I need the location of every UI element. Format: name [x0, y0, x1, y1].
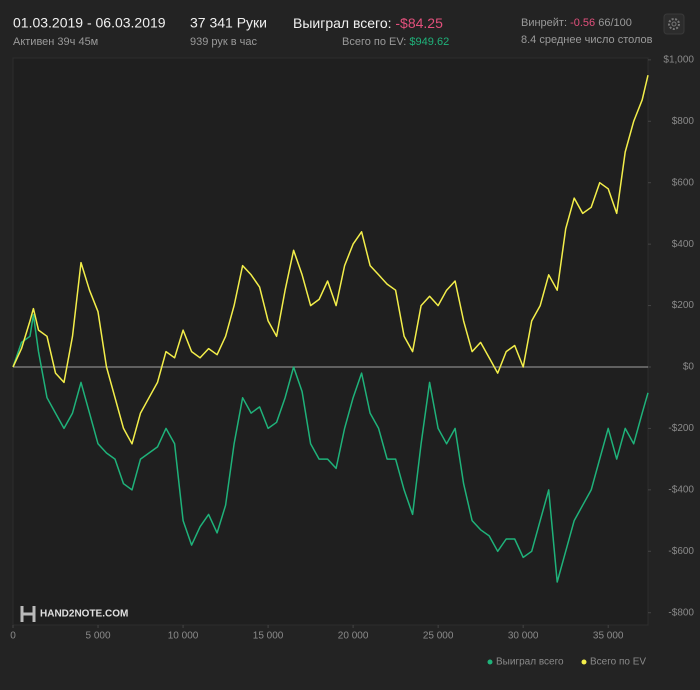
settings-button[interactable] [663, 13, 685, 35]
winrate: Винрейт: -0.56 66/100 [521, 17, 632, 29]
x-tick-label: 30 000 [508, 631, 539, 642]
x-tick-label: 20 000 [338, 631, 369, 642]
winrate-base: 66/100 [598, 17, 632, 29]
won-total: Выиграл всего: -$84.25 [293, 15, 443, 31]
settings-box[interactable] [663, 13, 685, 35]
chart: $1,000 $800 $600 $400 $200 $0 -$200 -$400 -$600 -… [10, 54, 694, 667]
ev-value: $949.62 [409, 36, 449, 48]
y-tick-label: -$600 [668, 546, 694, 557]
won-label: Выиграл всего: [293, 15, 392, 31]
gear-icon[interactable] [668, 18, 680, 30]
y-tick-label: -$400 [668, 484, 694, 495]
legend-marker [487, 659, 493, 665]
y-tick-label: $200 [672, 300, 695, 311]
hands-rate: 939 рук в час [190, 36, 258, 48]
logo: HAND2NOTE.COM [20, 606, 128, 622]
hands-count: 37 341 Руки [190, 15, 267, 31]
logo-text: HAND2NOTE.COM [40, 609, 128, 620]
x-tick-label: 25 000 [423, 631, 454, 642]
legend-marker [581, 659, 587, 665]
x-tick-label: 0 [10, 631, 16, 642]
active-time: Активен 39ч 45м [13, 36, 98, 48]
plot-area [12, 57, 649, 626]
winrate-value: -0.56 [570, 17, 595, 29]
won-value: -$84.25 [395, 15, 443, 31]
y-tick-label: -$800 [668, 607, 694, 618]
series-line [12, 314, 649, 583]
y-tick-label: $400 [672, 239, 695, 250]
x-tick-label: 5 000 [86, 631, 111, 642]
date-range: 01.03.2019 - 06.03.2019 [13, 15, 166, 31]
ev-total: Всего по EV: $949.62 [342, 36, 449, 48]
y-tick-label: -$200 [668, 423, 694, 434]
y-tick-label: $1,000 [663, 54, 694, 65]
gear-hub[interactable] [671, 21, 677, 27]
y-tick-label: $800 [672, 116, 695, 127]
winrate-label: Винрейт: [521, 17, 567, 29]
tables-count: 8.4 среднее число столов [521, 34, 653, 46]
x-tick-label: 15 000 [253, 631, 284, 642]
y-tick-label: $600 [672, 177, 695, 188]
legend-label: Всего по EV [590, 657, 646, 668]
series-line [12, 75, 649, 445]
x-tick-label: 35 000 [593, 631, 624, 642]
y-tick-label: $0 [683, 362, 695, 373]
logo-icon [20, 606, 36, 622]
legend-label: Выиграл всего [496, 657, 564, 668]
ev-label: Всего по EV: [342, 36, 406, 48]
x-tick-label: 10 000 [168, 631, 199, 642]
